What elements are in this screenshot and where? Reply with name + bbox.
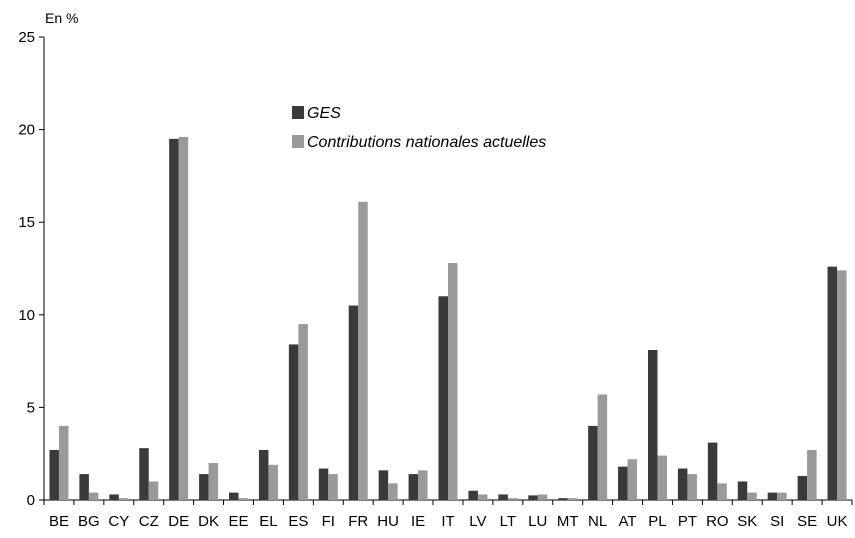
y-tick-label: 5 [27, 399, 35, 416]
x-tick-label: EE [229, 513, 249, 530]
y-tick-label: 20 [18, 122, 35, 139]
x-tick-label: RO [706, 513, 729, 530]
bar-mt-series-2 [567, 498, 578, 500]
unit-label: En % [45, 10, 78, 26]
x-tick-label: SI [770, 513, 784, 530]
bar-lv-series-1 [468, 490, 478, 500]
bar-lu-series-1 [528, 495, 538, 500]
bar-fi-series-2 [328, 474, 338, 500]
x-tick-label: LV [469, 513, 486, 530]
y-tick-label: 15 [18, 214, 35, 231]
x-tick-labels: BE BG CY CZ DE DK EE EL ES FI FR HU IE IT LV LT LU MT NL AT… [49, 513, 848, 530]
bar-ro-series-1 [707, 442, 718, 500]
x-tick-label: FR [348, 513, 368, 530]
x-tick-label: HU [377, 513, 399, 530]
legend-label-series-2: Contributions nationales actuelles [307, 134, 546, 151]
bar-cy-series-2 [118, 498, 129, 500]
bar-de-series-1 [169, 138, 179, 501]
y-tick-label: 10 [18, 307, 35, 324]
y-tick-label: 0 [27, 492, 35, 509]
bar-cz-series-1 [139, 448, 149, 500]
x-tick-label: PT [678, 513, 697, 530]
bar-mt-series-1 [558, 498, 568, 500]
bar-se-series-1 [797, 475, 808, 500]
x-tick-label: DK [198, 513, 219, 530]
bar-pt-series-1 [677, 468, 688, 500]
x-tick-label: CY [108, 513, 129, 530]
bar-hu-series-2 [388, 483, 398, 500]
bar-lt-series-2 [507, 498, 518, 500]
y-tick-label: 25 [18, 29, 35, 46]
bar-cy-series-1 [109, 494, 119, 500]
x-tick-label: LU [528, 513, 547, 530]
legend-label-series-1: GES [307, 105, 341, 122]
x-tick-label: DE [168, 513, 189, 530]
bar-at-series-2 [627, 459, 638, 500]
bar-sk-series-2 [747, 492, 757, 500]
bar-lu-series-2 [537, 494, 548, 500]
bar-cz-series-2 [148, 481, 159, 500]
x-tick-label: LT [500, 513, 516, 530]
bar-pl-series-1 [647, 349, 658, 500]
bar-at-series-1 [618, 466, 628, 500]
x-tick-label: MT [557, 513, 579, 530]
bar-ro-series-2 [717, 483, 727, 500]
bars [49, 137, 847, 501]
bar-se-series-2 [807, 449, 817, 500]
bar-pl-series-2 [657, 455, 667, 500]
x-tick-label: PL [648, 513, 666, 530]
bar-ee-series-2 [238, 498, 249, 500]
bar-bg-series-1 [79, 474, 89, 500]
x-tick-label: IT [441, 513, 454, 530]
legend-swatch-series-1 [292, 106, 304, 119]
bar-hu-series-1 [378, 470, 389, 500]
bar-fr-series-2 [358, 201, 368, 500]
x-tick-label: BG [78, 513, 100, 530]
y-tick-labels: 0 5 10 15 20 25 [18, 29, 35, 509]
bar-es-series-1 [288, 344, 299, 500]
x-tick-label: IE [411, 513, 425, 530]
bar-el-series-2 [268, 464, 278, 500]
bar-be-series-1 [49, 449, 59, 500]
bar-bg-series-2 [88, 492, 99, 500]
bar-dk-series-2 [208, 462, 219, 500]
x-tick-label: ES [288, 513, 308, 530]
bar-si-series-1 [767, 492, 778, 500]
bar-be-series-2 [58, 425, 69, 500]
x-tick-label: FI [322, 513, 335, 530]
bar-sk-series-1 [737, 481, 748, 500]
bar-nl-series-1 [588, 425, 598, 500]
x-tick-label: CZ [139, 513, 159, 530]
bar-fr-series-1 [348, 305, 359, 500]
bar-lv-series-2 [477, 494, 488, 500]
bar-pt-series-2 [687, 474, 697, 500]
x-tick-label: SK [737, 513, 757, 530]
legend-swatch-series-2 [292, 135, 304, 148]
bar-ie-series-1 [408, 474, 419, 500]
bar-uk-series-1 [827, 266, 838, 500]
x-tick-label: AT [619, 513, 637, 530]
x-tick-label: BE [49, 513, 69, 530]
bar-ee-series-1 [229, 492, 239, 500]
x-tick-label: UK [827, 513, 848, 530]
x-tick-label: NL [588, 513, 607, 530]
x-tick-label: EL [259, 513, 277, 530]
bar-el-series-1 [258, 449, 269, 500]
bar-lt-series-1 [498, 494, 508, 500]
bar-nl-series-2 [597, 394, 608, 500]
legend: GES Contributions nationales actuelles [292, 105, 546, 151]
bar-de-series-2 [178, 137, 189, 500]
x-tick-label: SE [797, 513, 817, 530]
bar-si-series-2 [777, 492, 787, 500]
bar-dk-series-1 [199, 474, 209, 500]
bar-it-series-2 [448, 262, 458, 500]
bar-fi-series-1 [318, 468, 329, 500]
bar-ie-series-2 [418, 470, 428, 500]
bar-it-series-1 [438, 296, 448, 500]
bar-uk-series-2 [837, 270, 847, 500]
bar-es-series-2 [298, 324, 308, 500]
